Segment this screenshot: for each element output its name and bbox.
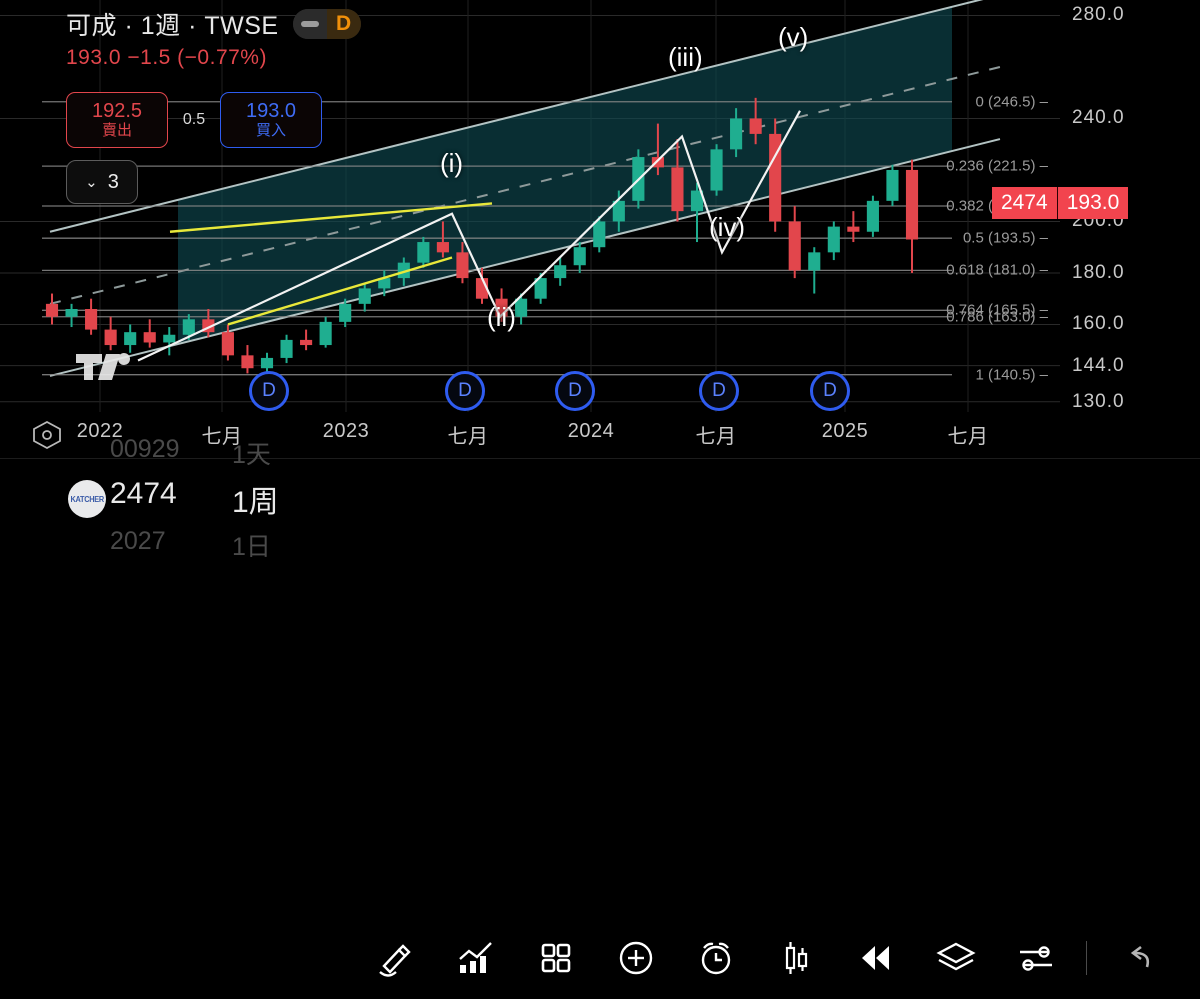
tool-icon-row — [356, 917, 1177, 999]
chart-plot — [0, 0, 1060, 412]
bottom-toolbar: 00929 2474 2027 1天 1周 1日 — [0, 435, 1200, 977]
time-tick: 2022 — [76, 420, 124, 442]
add-button[interactable] — [596, 917, 676, 999]
fib-level-label: 0.764 (165.5) – — [946, 301, 1048, 319]
price-badge-row: 2474 193.0 — [992, 187, 1129, 219]
layers-icon — [936, 942, 976, 971]
pencil-icon — [379, 944, 411, 977]
timeframe-prev[interactable]: 1天 — [232, 441, 271, 469]
layouts-button[interactable] — [516, 917, 596, 999]
dividend-marker[interactable]: D — [445, 371, 485, 411]
dividend-toggle[interactable]: D — [292, 9, 361, 39]
wave-label: (iv) — [709, 212, 746, 242]
indicators-button[interactable] — [436, 917, 516, 999]
bid-price: 193.0 — [245, 100, 297, 122]
replay-button[interactable] — [836, 917, 916, 999]
timeframe-current[interactable]: 1周 — [232, 486, 279, 519]
time-axis[interactable]: 2022 七月 2023 七月 2024 七月 2025 七月 — [0, 412, 1060, 458]
undo-icon — [1130, 945, 1150, 968]
minus-icon — [300, 21, 319, 27]
fib-level-label: 0 (246.5) – — [975, 93, 1048, 111]
timeframe-next[interactable]: 1日 — [232, 533, 271, 561]
wave-label: (ii) — [487, 302, 516, 332]
wave-label: (iii) — [668, 42, 703, 72]
price-tick: 280.0 — [1072, 4, 1125, 26]
symbol-next[interactable]: 2027 — [110, 527, 166, 555]
price-tick: 240.0 — [1072, 107, 1125, 129]
wave-label: (v) — [778, 22, 809, 52]
fib-level-label: 0.618 (181.0) – — [946, 261, 1048, 279]
layers-button[interactable] — [916, 917, 996, 999]
bid-label: 買入 — [255, 122, 286, 139]
ask-price: 192.5 — [91, 100, 143, 122]
last-price-badge: 193.0 — [1057, 187, 1129, 219]
symbol-logo-text: KATCHER — [70, 494, 104, 504]
price-tick: 160.0 — [1072, 313, 1125, 335]
dividend-marker[interactable]: D — [699, 371, 739, 411]
dividend-marker[interactable]: D — [249, 371, 289, 411]
symbol-line: 可成 · 1週 · TWSE D — [66, 6, 361, 42]
bid-button[interactable]: 193.0 買入 — [220, 92, 322, 148]
spread-value: 0.5 — [182, 111, 206, 128]
time-tick: 2024 — [567, 420, 615, 442]
chart-canvas[interactable] — [0, 0, 1060, 412]
fib-level-label: 0.786 (163.0) – — [946, 308, 1048, 326]
toolbar-divider — [1086, 941, 1087, 975]
bid-ask-panel: 192.5 賣出 0.5 193.0 買入 — [66, 92, 322, 148]
toggle-off-side[interactable] — [292, 9, 327, 39]
symbol-current[interactable]: 2474 — [110, 477, 177, 510]
draw-tool-button[interactable] — [356, 917, 436, 999]
time-tick: 七月 — [947, 426, 989, 448]
timeframe-picker[interactable]: 1天 1周 1日 — [232, 435, 342, 565]
quantity-dropdown[interactable]: ⌄ 3 — [66, 160, 138, 204]
quote-change: 193.0 −1.5 (−0.77%) — [66, 46, 267, 69]
quantity-value: 3 — [107, 170, 119, 193]
settings-button[interactable] — [996, 917, 1076, 999]
chart-header: 可成 · 1週 · TWSE D 193.0 −1.5 (−0.77%) — [66, 6, 361, 70]
symbol-logo: KATCHER — [68, 480, 106, 518]
time-tick: 七月 — [695, 426, 737, 448]
grid-icon — [541, 943, 571, 973]
symbol-price-badge: 2474 — [992, 187, 1058, 219]
dividend-marker[interactable]: D — [555, 371, 595, 411]
fib-level-label: 0.5 (193.5) – — [962, 229, 1048, 247]
ask-button[interactable]: 192.5 賣出 — [66, 92, 168, 148]
sliders-icon — [1020, 946, 1052, 971]
symbol-title[interactable]: 可成 · 1週 · TWSE — [66, 12, 279, 40]
fib-level-label: 1 (140.5) – — [975, 366, 1048, 384]
chevron-down-icon: ⌄ — [85, 173, 98, 191]
plus-icon — [619, 941, 653, 975]
time-tick: 2023 — [322, 420, 370, 442]
indicator-icon — [459, 942, 492, 973]
candle-icon — [785, 942, 808, 974]
alarm-icon — [701, 942, 731, 975]
time-tick: 七月 — [447, 426, 489, 448]
chart-type-button[interactable] — [756, 917, 836, 999]
symbol-prev[interactable]: 00929 — [110, 435, 180, 463]
wave-label: (i) — [440, 148, 464, 178]
time-tick: 七月 — [201, 426, 243, 448]
time-tick: 2025 — [821, 420, 869, 442]
rewind-icon — [862, 946, 889, 970]
undo-button[interactable] — [1097, 917, 1177, 999]
price-tick: 130.0 — [1072, 390, 1125, 412]
toggle-dividend-label[interactable]: D — [326, 9, 361, 39]
fib-level-label: 0.236 (221.5) – — [946, 157, 1048, 175]
axis-settings-icon[interactable] — [30, 420, 64, 455]
price-tick: 180.0 — [1072, 261, 1125, 283]
tradingview-chart-screen: 0 (246.5) –0.236 (221.5) –0.382 (206.0) … — [0, 0, 1200, 977]
price-tick: 144.0 — [1072, 354, 1125, 376]
dividend-marker[interactable]: D — [810, 371, 850, 411]
alerts-button[interactable] — [676, 917, 756, 999]
ask-label: 賣出 — [101, 122, 132, 139]
tradingview-logo — [76, 350, 132, 389]
